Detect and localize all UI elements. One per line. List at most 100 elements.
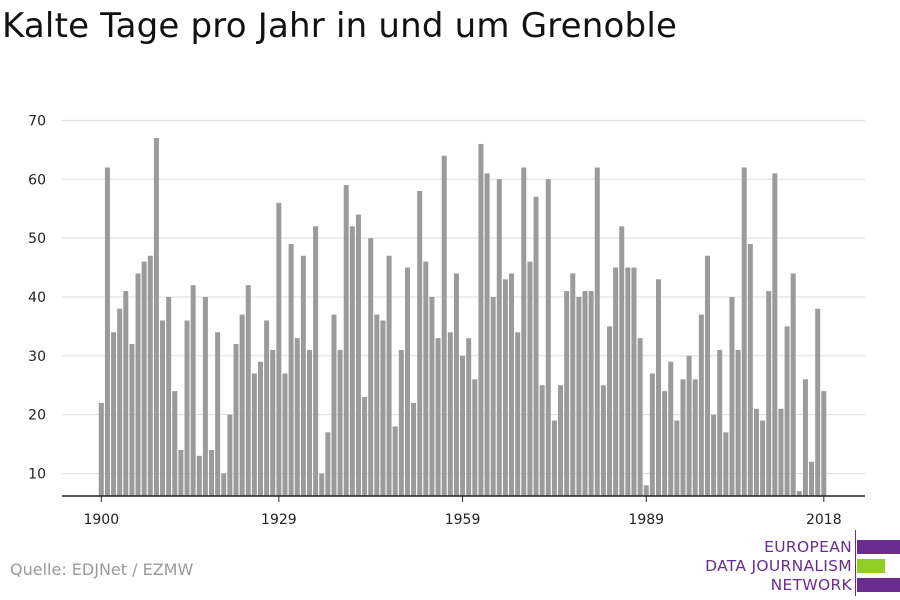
logo-bar-purple-bottom (857, 578, 900, 592)
bar-1963 (484, 173, 490, 497)
bar-1946 (380, 320, 386, 496)
bar-2018 (821, 391, 827, 496)
bar-2014 (796, 491, 802, 496)
bar-1965 (496, 179, 502, 496)
bar-1994 (674, 420, 680, 496)
bar-1988 (637, 338, 643, 496)
bar-2004 (735, 349, 741, 496)
bar-1932 (294, 338, 300, 496)
bar-1904 (123, 291, 129, 496)
bar-2011 (778, 408, 784, 496)
bar-1989 (643, 485, 649, 496)
bar-1956 (441, 155, 447, 496)
bar-1916 (196, 455, 202, 496)
bar-1952 (417, 191, 423, 496)
bar-1987 (631, 267, 637, 496)
bar-1900 (98, 402, 104, 496)
edjnet-logo: EUROPEAN DATA JOURNALISM NETWORK (690, 530, 900, 600)
bar-1912 (172, 391, 178, 496)
bar-2012 (784, 326, 790, 496)
x-tick-label-2018: 2018 (806, 512, 842, 528)
x-tick-label-1989: 1989 (628, 512, 664, 528)
bar-1917 (202, 296, 208, 496)
bar-1945 (374, 314, 380, 496)
bar-1953 (423, 261, 429, 496)
bar-1992 (662, 391, 668, 496)
x-tick-label-1929: 1929 (261, 512, 297, 528)
chart-title: Kalte Tage pro Jahr in und um Grenoble (2, 6, 678, 46)
bar-2009 (766, 291, 772, 496)
bar-1933 (300, 255, 306, 496)
bar-1931 (288, 243, 294, 496)
bar-1975 (558, 385, 564, 496)
bar-1973 (545, 179, 551, 496)
bar-1943 (362, 396, 368, 496)
bar-1971 (533, 196, 539, 496)
bar-2010 (772, 173, 778, 497)
bar-1918 (209, 449, 215, 496)
bar-1940 (343, 185, 349, 496)
bar-1958 (453, 273, 459, 496)
bar-1938 (331, 314, 337, 496)
bar-1980 (588, 291, 594, 496)
y-tick-label-20: 20 (28, 408, 46, 424)
source-note: Quelle: EDJNet / EZMW (10, 560, 194, 579)
bar-1959 (460, 355, 466, 496)
bar-1972 (539, 385, 545, 496)
bar-1910 (160, 320, 166, 496)
bar-1920 (221, 473, 227, 496)
bar-1921 (227, 414, 233, 496)
bar-1970 (527, 261, 533, 496)
bar-1924 (245, 285, 251, 496)
bar-1927 (264, 320, 270, 496)
bar-1939 (337, 349, 343, 496)
bar-1948 (392, 426, 398, 496)
logo-line-1: EUROPEAN (764, 538, 852, 556)
bar-1981 (594, 167, 600, 497)
bar-1902 (111, 332, 117, 496)
logo-divider (855, 530, 856, 596)
bar-1999 (704, 255, 710, 496)
bar-1944 (368, 238, 374, 496)
bar-2007 (753, 408, 759, 496)
bar-1962 (478, 143, 484, 496)
y-tick-label-70: 70 (28, 113, 46, 129)
bar-1905 (129, 344, 135, 496)
bar-1929 (276, 202, 282, 497)
bar-1911 (166, 296, 172, 496)
y-tick-label-40: 40 (28, 290, 46, 306)
bar-1961 (472, 379, 478, 496)
bar-1941 (349, 226, 355, 496)
x-tick-label-1959: 1959 (445, 512, 481, 528)
bar-1947 (386, 255, 392, 496)
bar-1984 (613, 267, 619, 496)
bar-2017 (815, 308, 821, 496)
bar-2006 (747, 243, 753, 496)
bar-2005 (741, 167, 747, 497)
bar-2015 (802, 379, 808, 496)
logo-bar-green (857, 559, 885, 573)
x-tick-labels: 1900 1929 1959 1989 2018 (83, 512, 841, 528)
bar-1914 (184, 320, 190, 496)
bar-chart: 10 20 30 40 50 60 70 1900 1929 1959 1989 2018 (28, 113, 865, 528)
bar-1983 (607, 326, 613, 496)
bar-1908 (147, 255, 153, 496)
bar-1936 (319, 473, 325, 496)
y-tick-label-30: 30 (28, 349, 46, 365)
bar-1934 (306, 349, 312, 496)
bar-1903 (117, 308, 123, 496)
bar-1996 (686, 355, 692, 496)
bar-1913 (178, 449, 184, 496)
bar-1957 (447, 332, 453, 496)
bar-1960 (466, 338, 472, 496)
bar-2001 (717, 349, 723, 496)
bar-1949 (398, 349, 404, 496)
y-tick-labels: 10 20 30 40 50 60 70 (28, 113, 46, 482)
bar-1968 (515, 332, 521, 496)
bar-2008 (760, 420, 766, 496)
bar-1901 (104, 167, 110, 497)
bar-1951 (411, 402, 417, 496)
bar-1993 (668, 361, 674, 496)
bar-1985 (619, 226, 625, 496)
bar-1942 (355, 214, 361, 496)
